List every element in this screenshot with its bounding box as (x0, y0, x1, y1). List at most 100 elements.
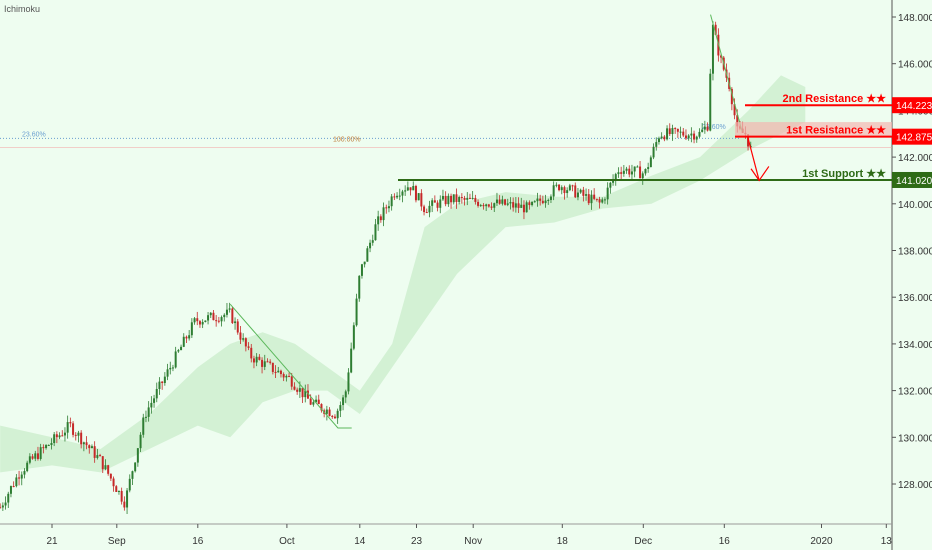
candle-body (730, 88, 733, 105)
candle-body (579, 189, 582, 193)
candle-body (466, 197, 469, 200)
candle-body (390, 196, 393, 207)
candle-body (714, 24, 717, 35)
candle-body (209, 312, 212, 316)
candle-body (231, 308, 234, 324)
candle-body (711, 24, 714, 74)
candle-body (560, 187, 563, 191)
candle-body (28, 456, 31, 463)
x-tick-label: 2020 (810, 536, 833, 547)
candle-body (522, 204, 525, 213)
candle-body (169, 367, 172, 370)
candle-body (393, 196, 396, 198)
candle-body (128, 478, 131, 491)
candle-body (603, 199, 606, 201)
candle-body (536, 198, 539, 202)
candle-body (590, 194, 593, 204)
candle-body (285, 375, 288, 378)
candle-body (549, 196, 552, 200)
candle-body (444, 195, 447, 205)
candle-body (541, 200, 544, 204)
candle-body (215, 320, 218, 322)
candle-body (93, 446, 96, 458)
candle-body (633, 166, 636, 172)
candle-body (495, 199, 498, 204)
candle-body (663, 136, 666, 140)
candle-body (271, 362, 274, 372)
candle-body (547, 199, 550, 201)
candle-body (134, 462, 137, 472)
candle-body (417, 193, 420, 201)
candle-body (7, 493, 10, 503)
candle-body (155, 389, 158, 399)
candle-body (371, 240, 374, 243)
candle-body (406, 187, 409, 191)
candle-body (328, 409, 331, 416)
candle-body (309, 398, 312, 405)
candle-body (196, 318, 199, 322)
candle-body (595, 198, 598, 200)
candle-body (574, 185, 577, 198)
candle-body (201, 321, 204, 325)
candle-body (290, 376, 293, 387)
candle-body (298, 388, 301, 392)
candle-body (644, 168, 647, 174)
candle-body (450, 195, 453, 203)
candle-body (182, 336, 185, 347)
candle-body (101, 456, 104, 470)
candle-body (225, 309, 228, 315)
candle-body (571, 185, 574, 187)
candle-body (312, 402, 315, 405)
candle-body (15, 477, 18, 487)
y-tick-label: 138.000 (898, 247, 932, 258)
candle-body (695, 136, 698, 140)
fib-label: 100.00% (333, 136, 361, 143)
candle-body (217, 320, 220, 322)
candle-body (96, 455, 99, 458)
fib-label: 23.60% (22, 131, 46, 138)
candle-body (636, 166, 639, 168)
level-label: 2nd Resistance ★★ (783, 93, 887, 105)
candle-body (474, 197, 477, 202)
y-tick-label: 134.000 (898, 340, 932, 351)
candle-body (433, 200, 436, 203)
candle-body (339, 405, 342, 411)
candle-body (566, 190, 569, 194)
candle-body (150, 402, 153, 408)
candle-body (517, 203, 520, 208)
candle-body (255, 356, 258, 363)
candle-body (396, 195, 399, 198)
candle-body (0, 507, 2, 509)
x-tick-label: Sep (108, 536, 126, 547)
candle-body (85, 442, 88, 446)
candle-body (709, 73, 712, 131)
candle-body (274, 371, 277, 373)
candle-body (520, 204, 523, 208)
candle-body (153, 398, 156, 403)
candle-body (639, 166, 642, 179)
x-tick-label: 13 (881, 536, 893, 547)
price-badge-label: 141.020 (896, 176, 932, 187)
y-tick-label: 146.000 (898, 60, 932, 71)
candle-body (622, 170, 625, 174)
candle-body (617, 172, 620, 175)
candle-body (379, 216, 382, 221)
candle-body (612, 179, 615, 183)
candle-body (652, 146, 655, 158)
candle-body (676, 128, 679, 132)
candle-body (525, 202, 528, 213)
candle-body (109, 473, 112, 479)
candle-body (647, 167, 650, 169)
candle-body (61, 435, 64, 437)
candle-body (228, 308, 231, 310)
candle-body (593, 194, 596, 199)
candle-body (74, 434, 77, 436)
candle-body (425, 212, 428, 214)
x-tick-label: 16 (192, 536, 204, 547)
candle-body (198, 321, 201, 325)
candle-body (504, 199, 507, 205)
candle-body (655, 142, 658, 147)
candle-body (244, 338, 247, 347)
candle-body (258, 356, 261, 360)
